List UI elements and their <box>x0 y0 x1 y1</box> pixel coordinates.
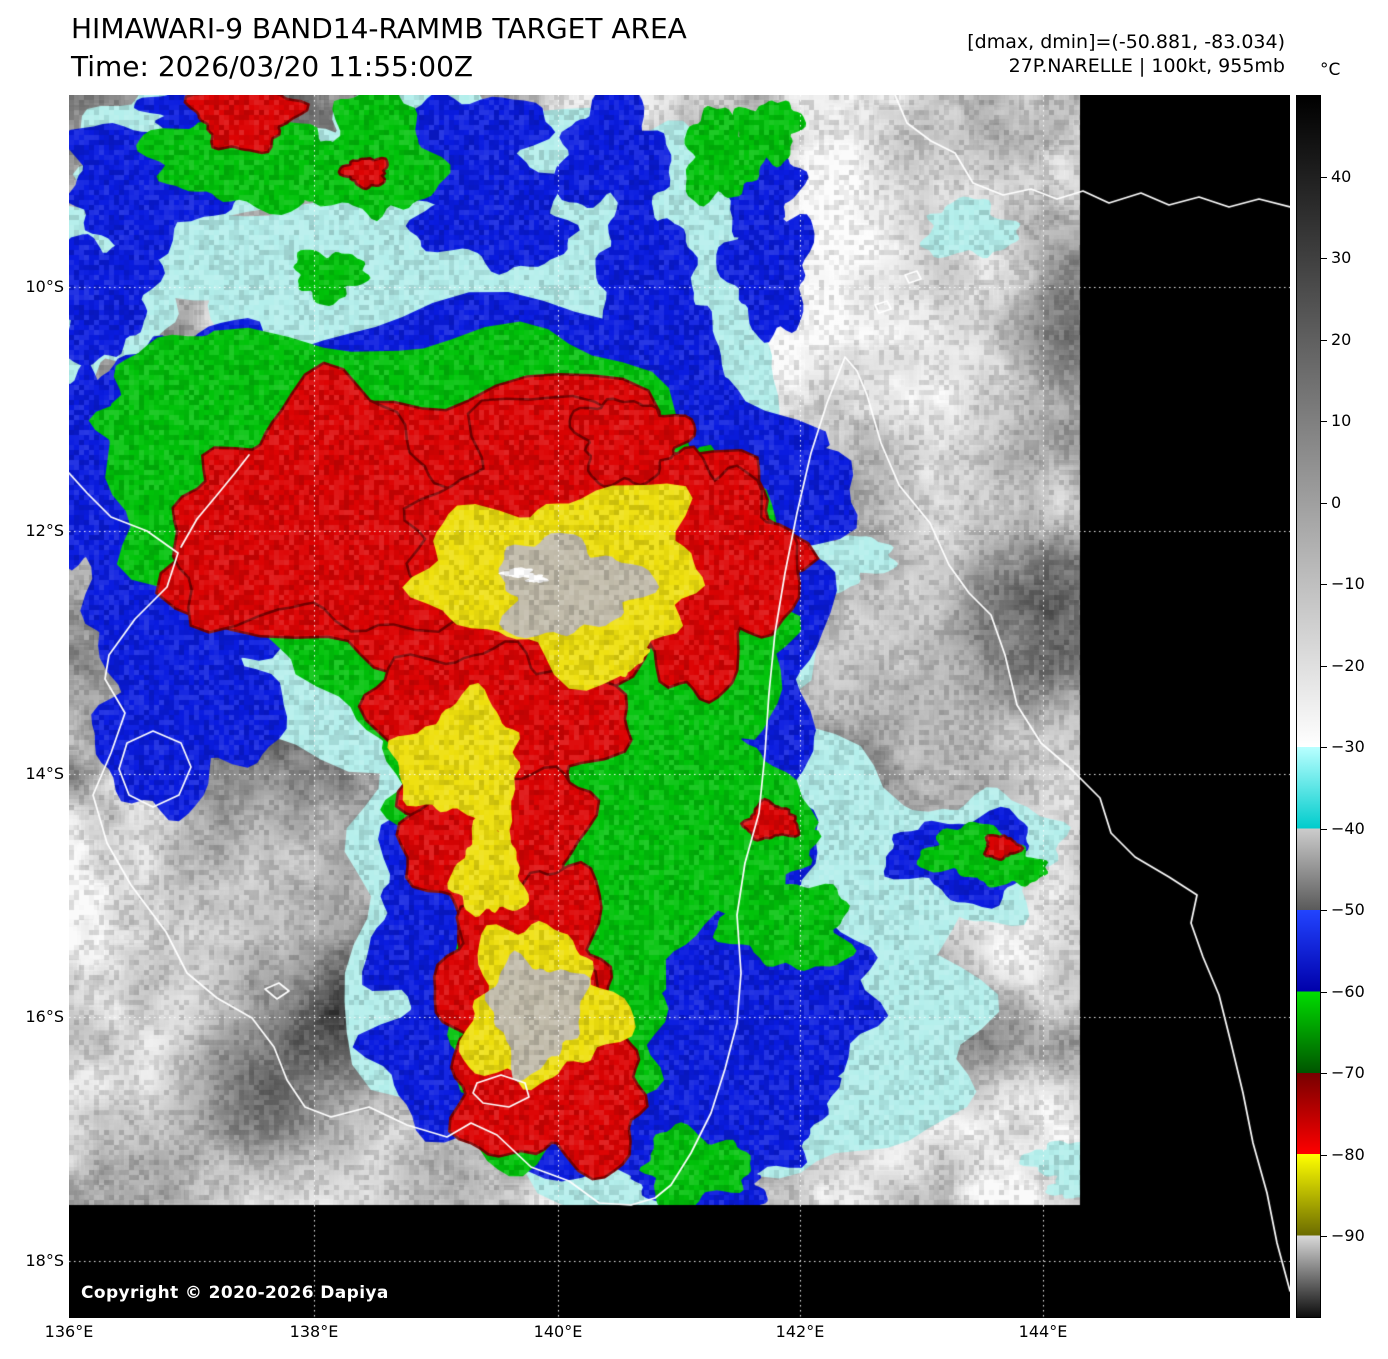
lon-axis-label: 140°E <box>533 1322 583 1341</box>
lat-axis-label: 14°S <box>25 764 64 783</box>
colorbar-tick-mark <box>1321 1155 1327 1156</box>
colorbar-tick-label: 20 <box>1331 329 1352 349</box>
colorbar-tick-label: −20 <box>1331 655 1365 675</box>
product-timestamp: Time: 2026/03/20 11:55:00Z <box>71 50 474 83</box>
colorbar-tick-label: 10 <box>1331 411 1352 431</box>
lon-axis-label: 144°E <box>1018 1322 1068 1341</box>
colorbar-tick-label: −80 <box>1331 1144 1365 1164</box>
satellite-image-canvas <box>69 95 1290 1318</box>
colorbar-tick-mark <box>1321 340 1327 341</box>
copyright-watermark: Copyright © 2020-2026 Dapiya <box>81 1283 389 1303</box>
lat-axis-label: 12°S <box>25 521 64 540</box>
colorbar-tick-label: −10 <box>1331 574 1365 594</box>
temperature-colorbar <box>1296 95 1321 1318</box>
colorbar-tick-label: 30 <box>1331 248 1352 268</box>
colorbar-unit-label: °C <box>1320 60 1341 80</box>
colorbar-tick-mark <box>1321 584 1327 585</box>
lat-axis-label: 18°S <box>25 1251 64 1270</box>
colorbar-tick-mark <box>1321 992 1327 993</box>
colorbar-tick-mark <box>1321 503 1327 504</box>
colorbar-tick-label: −40 <box>1331 818 1365 838</box>
colorbar-tick-mark <box>1321 258 1327 259</box>
lon-axis-label: 138°E <box>289 1322 339 1341</box>
colorbar-tick-mark <box>1321 177 1327 178</box>
colorbar-tick-label: 40 <box>1331 166 1352 186</box>
colorbar-tick-mark <box>1321 1073 1327 1074</box>
colorbar-tick-mark <box>1321 666 1327 667</box>
colorbar-tick-label: −70 <box>1331 1063 1365 1083</box>
header-annotations: [dmax, dmin]=(-50.881, -83.034) 27P.NARE… <box>967 30 1285 78</box>
lon-axis-label: 136°E <box>44 1322 94 1341</box>
colorbar-tick-label: −30 <box>1331 737 1365 757</box>
colorbar-tick-mark <box>1321 421 1327 422</box>
colorbar-tick-mark <box>1321 1236 1327 1237</box>
lat-axis-label: 10°S <box>25 277 64 296</box>
storm-info: 27P.NARELLE | 100kt, 955mb <box>1008 55 1285 77</box>
dmax-dmin-readout: [dmax, dmin]=(-50.881, -83.034) <box>967 31 1285 53</box>
product-title: HIMAWARI-9 BAND14-RAMMB TARGET AREA <box>71 12 687 45</box>
colorbar-tick-mark <box>1321 747 1327 748</box>
colorbar-tick-mark <box>1321 910 1327 911</box>
colorbar-tick-label: 0 <box>1331 492 1342 512</box>
colorbar-tick-label: −90 <box>1331 1226 1365 1246</box>
satellite-map: Copyright © 2020-2026 Dapiya <box>69 95 1290 1318</box>
colorbar-tick-label: −50 <box>1331 900 1365 920</box>
colorbar-tick-mark <box>1321 829 1327 830</box>
lon-axis-label: 142°E <box>775 1322 825 1341</box>
colorbar-tick-label: −60 <box>1331 981 1365 1001</box>
lat-axis-label: 16°S <box>25 1007 64 1026</box>
